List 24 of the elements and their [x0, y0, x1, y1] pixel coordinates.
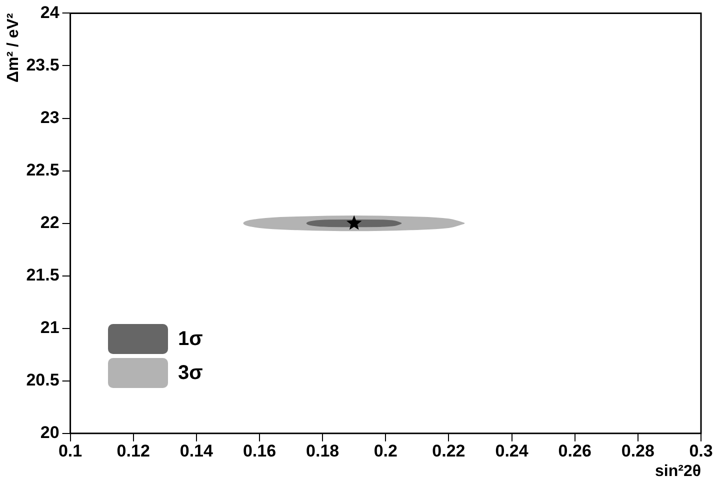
y-tick-label: 21 [40, 318, 60, 338]
x-tick-label: 0.16 [242, 441, 276, 460]
y-tick-label: 22 [40, 212, 60, 232]
y-tick-label: 23.5 [26, 55, 60, 74]
y-tick-label: 21.5 [26, 266, 60, 285]
x-tick-label: 0.18 [306, 441, 340, 460]
y-tick-label: 22.5 [26, 160, 60, 180]
y-tick-label: 24 [40, 2, 60, 22]
y-tick-label: 20 [40, 423, 60, 442]
legend-label: 3σ [178, 362, 203, 384]
x-tick-label: 0.14 [180, 441, 214, 460]
y-tick-label: 23 [40, 108, 60, 127]
x-tick-label: 0.2 [374, 441, 398, 460]
y-axis-title: Δm² / eV² [5, 13, 22, 82]
x-tick-label: 0.22 [432, 441, 466, 460]
x-tick-label: 0.26 [558, 441, 592, 460]
x-tick-label: 0.12 [116, 441, 150, 460]
x-tick-label: 0.3 [689, 441, 713, 460]
x-tick-label: 0.24 [495, 441, 529, 460]
x-tick-label: 0.1 [58, 441, 82, 460]
x-tick-label: 0.28 [621, 441, 654, 460]
legend-label: 1σ [178, 328, 203, 350]
y-tick-label: 20.5 [26, 370, 60, 390]
x-axis-title: sin²2θ [655, 462, 701, 480]
